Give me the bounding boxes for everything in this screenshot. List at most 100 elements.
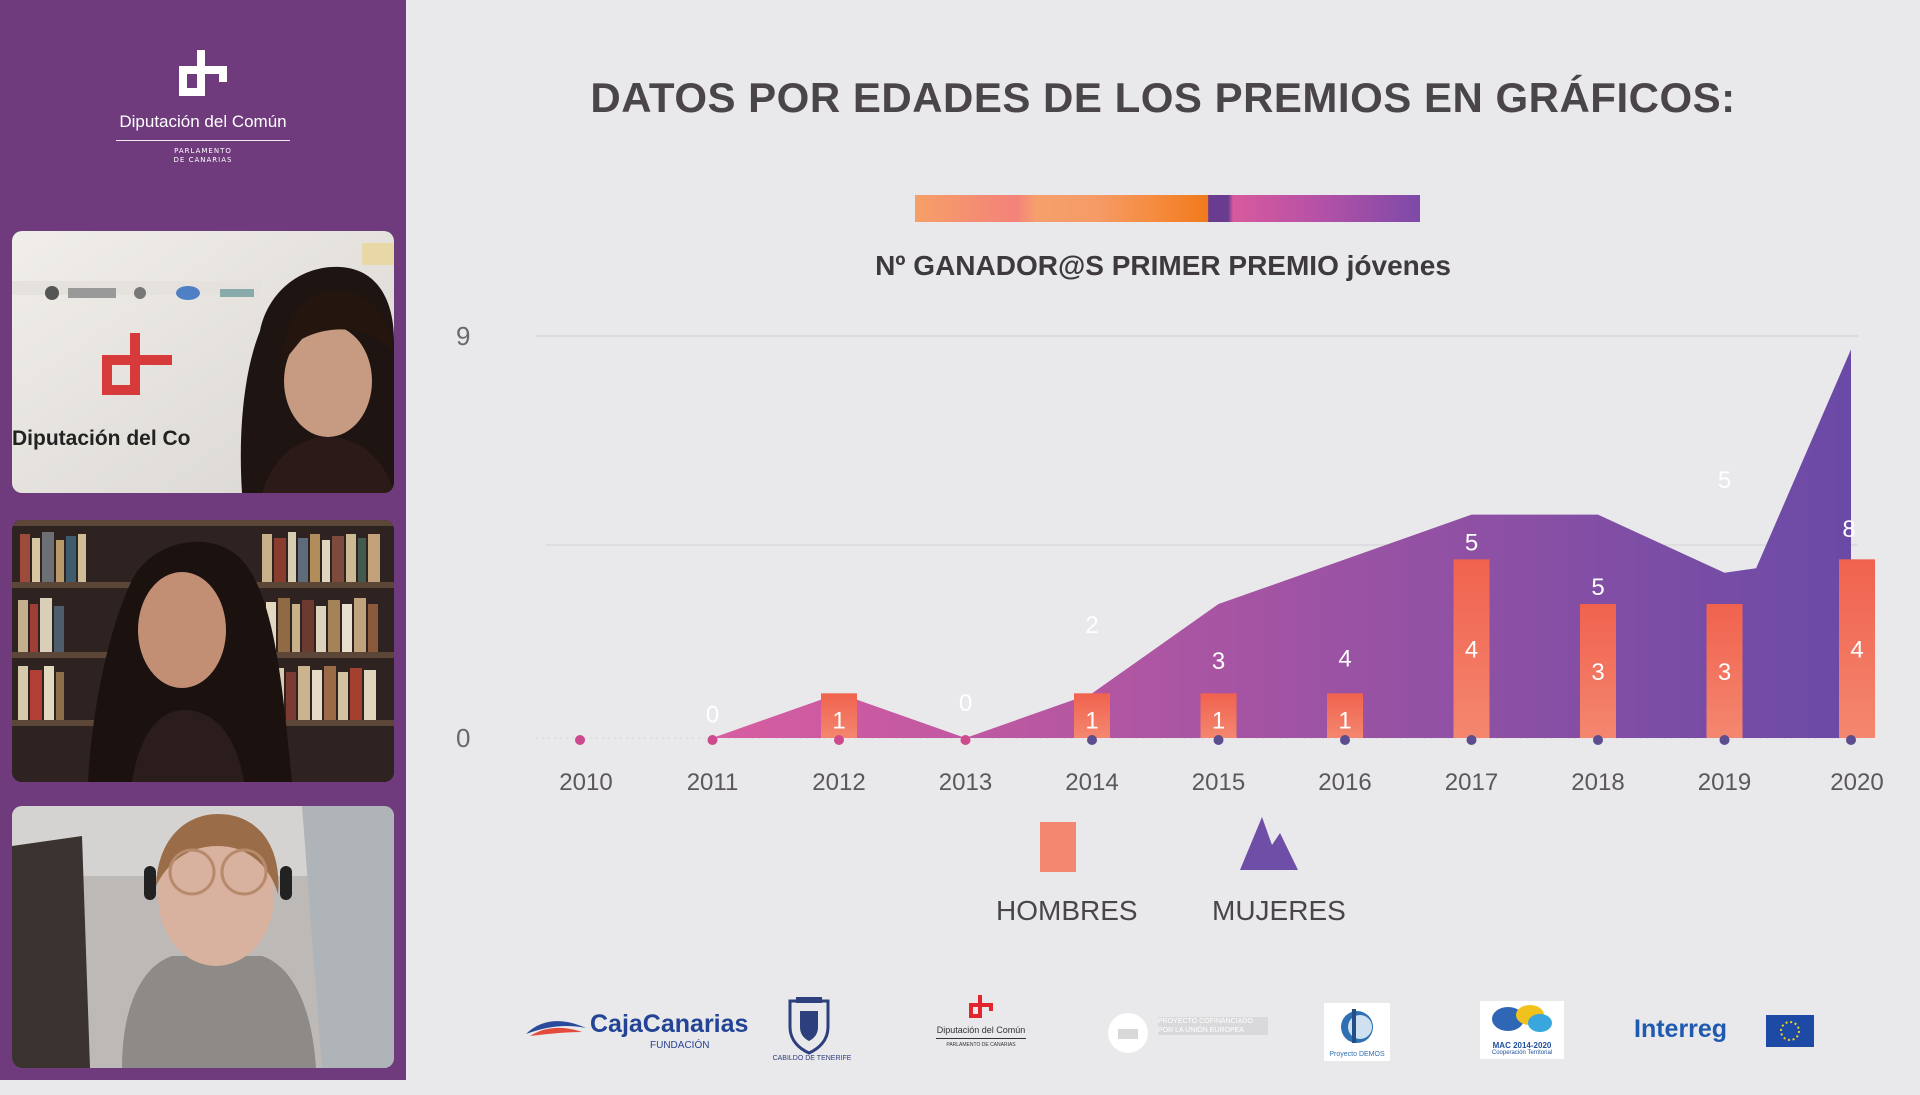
axis-marker [1466,735,1477,745]
x-tick-label: 2019 [1698,769,1751,796]
demos-icon [1341,1009,1373,1043]
cajacanarias-icon [526,1021,586,1036]
x-tick-label: 2013 [939,769,992,796]
legend-label-mujeres: MUJERES [1212,895,1346,926]
bar-hombres [1327,693,1363,738]
cabildo-shield-icon [788,997,830,1055]
x-axis-ticks: 2010 2011 2012 2013 2014 2015 2016 2017 2018 2019… [559,769,1883,796]
axis-marker [1846,735,1856,745]
diputacion-sponsor-sub: PARLAMENTO DE CANARIAS [946,1042,1016,1048]
eu-circle-icon [1108,1013,1148,1053]
video-tile-1[interactable]: Diputación del Co [12,231,394,493]
cajacanarias-sub: FUNDACIÓN [650,1040,710,1051]
axis-marker [1213,735,1224,745]
eu-cofinanced-text: PROYECTO COFINANCIADO POR LA UNIÓN EUROP… [1158,1017,1268,1035]
brand-subtitle-line-1: PARLAMENTO [174,147,232,155]
total-value-label: 0 [959,690,972,717]
x-tick-label: 2011 [687,769,739,796]
x-tick-label: 2015 [1192,769,1245,796]
total-value-labels: 0 0 2 3 4 5 5 5 8 [706,467,1856,729]
bar-hombres [1453,559,1490,738]
brand-subtitle: PARLAMENTO DE CANARIAS [0,147,406,165]
bars-hombres [821,559,1875,738]
diputacion-small-icon [969,995,993,1018]
eu-cofinanced-logo: PROYECTO COFINANCIADO POR LA UNIÓN EUROP… [1106,1011,1276,1091]
brand-divider [116,140,290,141]
mac-sub: Cooperación Territorial [1491,1050,1553,1056]
bar-hombres [821,693,857,738]
interreg-logo: Interreg [1634,1015,1834,1095]
sponsor-logos: CajaCanarias FUNDACIÓN CABILDO DE TENERI… [406,985,1920,1080]
x-tick-label: 2017 [1445,769,1498,796]
participant-2-video [12,520,394,782]
y-axis-ticks: 90 [456,321,470,753]
axis-marker [707,735,718,745]
bar-value-label: 1 [1338,708,1351,735]
chart-title: Nº GANADOR@S PRIMER PREMIO jóvenes [875,250,1451,281]
video-tile-2[interactable] [12,520,394,782]
total-value-label: 5 [1465,529,1478,556]
axis-marker [1719,735,1730,745]
bar-value-labels: 1 1 1 1 4 3 3 4 [832,637,1863,735]
brand-title: Diputación del Común [119,112,287,131]
presentation-slide: DATOS POR EDADES DE LOS PREMIOS EN GRÁFI… [406,0,1920,1080]
bar-hombres [1839,559,1875,738]
total-value-label: 0 [706,701,719,728]
x-tick-label: 2020 [1830,769,1883,796]
bar-value-label: 1 [832,708,845,735]
bar-value-label: 1 [1085,708,1098,735]
x-tick-label: 2012 [812,769,865,796]
axis-marker [575,735,585,745]
x-tick-label: 2016 [1318,769,1371,796]
axis-marker [960,735,971,745]
x-tick-label: 2010 [559,769,612,796]
legend-label-hombres: HOMBRES [996,895,1138,926]
y-tick-label: 0 [456,723,470,753]
backdrop-text: Diputación del Co [12,427,191,450]
bar-value-label: 3 [1591,659,1604,686]
video-tile-3[interactable] [12,806,394,1068]
bar-hombres [1074,693,1110,738]
demos-name: Proyecto DEMOS [1329,1051,1385,1058]
diputacion-logo-icon [179,50,227,96]
axis-marker [1087,735,1097,745]
bar-value-label: 1 [1212,708,1225,735]
brand-logo: Diputación del Común PARLAMENTO DE CANAR… [0,46,406,165]
cabildo-name: CABILDO DE TENERIFE [772,1055,852,1062]
bar-hombres [1200,693,1237,738]
sidebar: Diputación del Común PARLAMENTO DE CANAR… [0,0,406,1080]
cajacanarias-logo: CajaCanarias FUNDACIÓN [524,1010,748,1090]
backdrop-logo-icon [102,333,172,395]
demos-logo: Proyecto DEMOS [1324,1003,1390,1061]
total-value-label: 4 [1338,646,1351,673]
total-value-label: 5 [1591,574,1604,601]
mac-icon [1492,1005,1552,1032]
mac-name: MAC 2014-2020 [1492,1041,1552,1050]
bar-value-label: 4 [1850,637,1863,664]
axis-marker [834,735,844,745]
interreg-name: Interreg [1634,1015,1728,1043]
x-tick-label: 2014 [1065,769,1118,796]
slide-title: DATOS POR EDADES DE LOS PREMIOS EN GRÁFI… [590,74,1736,121]
bar-value-label: 4 [1465,637,1478,664]
bar-hombres [1706,604,1743,738]
participant-1-video: Diputación del Co [12,231,394,493]
axis-marker [1593,735,1603,745]
decorative-color-band [915,195,1420,222]
total-value-label: 5 [1718,467,1731,494]
y-tick-label: 9 [456,321,470,351]
legend-swatch-hombres [1040,822,1076,872]
cabildo-logo: CABILDO DE TENERIFE [773,997,851,1077]
axis-marker [1340,735,1350,745]
total-value-label: 3 [1212,648,1225,675]
participant-3-video [12,806,394,1068]
brand-subtitle-line-2: DE CANARIAS [173,156,233,164]
bar-hombres [1580,604,1616,738]
diputacion-sponsor-name: Diputación del Común [936,1025,1026,1035]
bar-value-label: 3 [1718,659,1731,686]
total-value-label: 8 [1842,516,1855,543]
total-value-label: 2 [1085,612,1098,639]
x-tick-label: 2018 [1571,769,1624,796]
mac-logo: MAC 2014-2020 Cooperación Territorial [1480,1001,1564,1059]
